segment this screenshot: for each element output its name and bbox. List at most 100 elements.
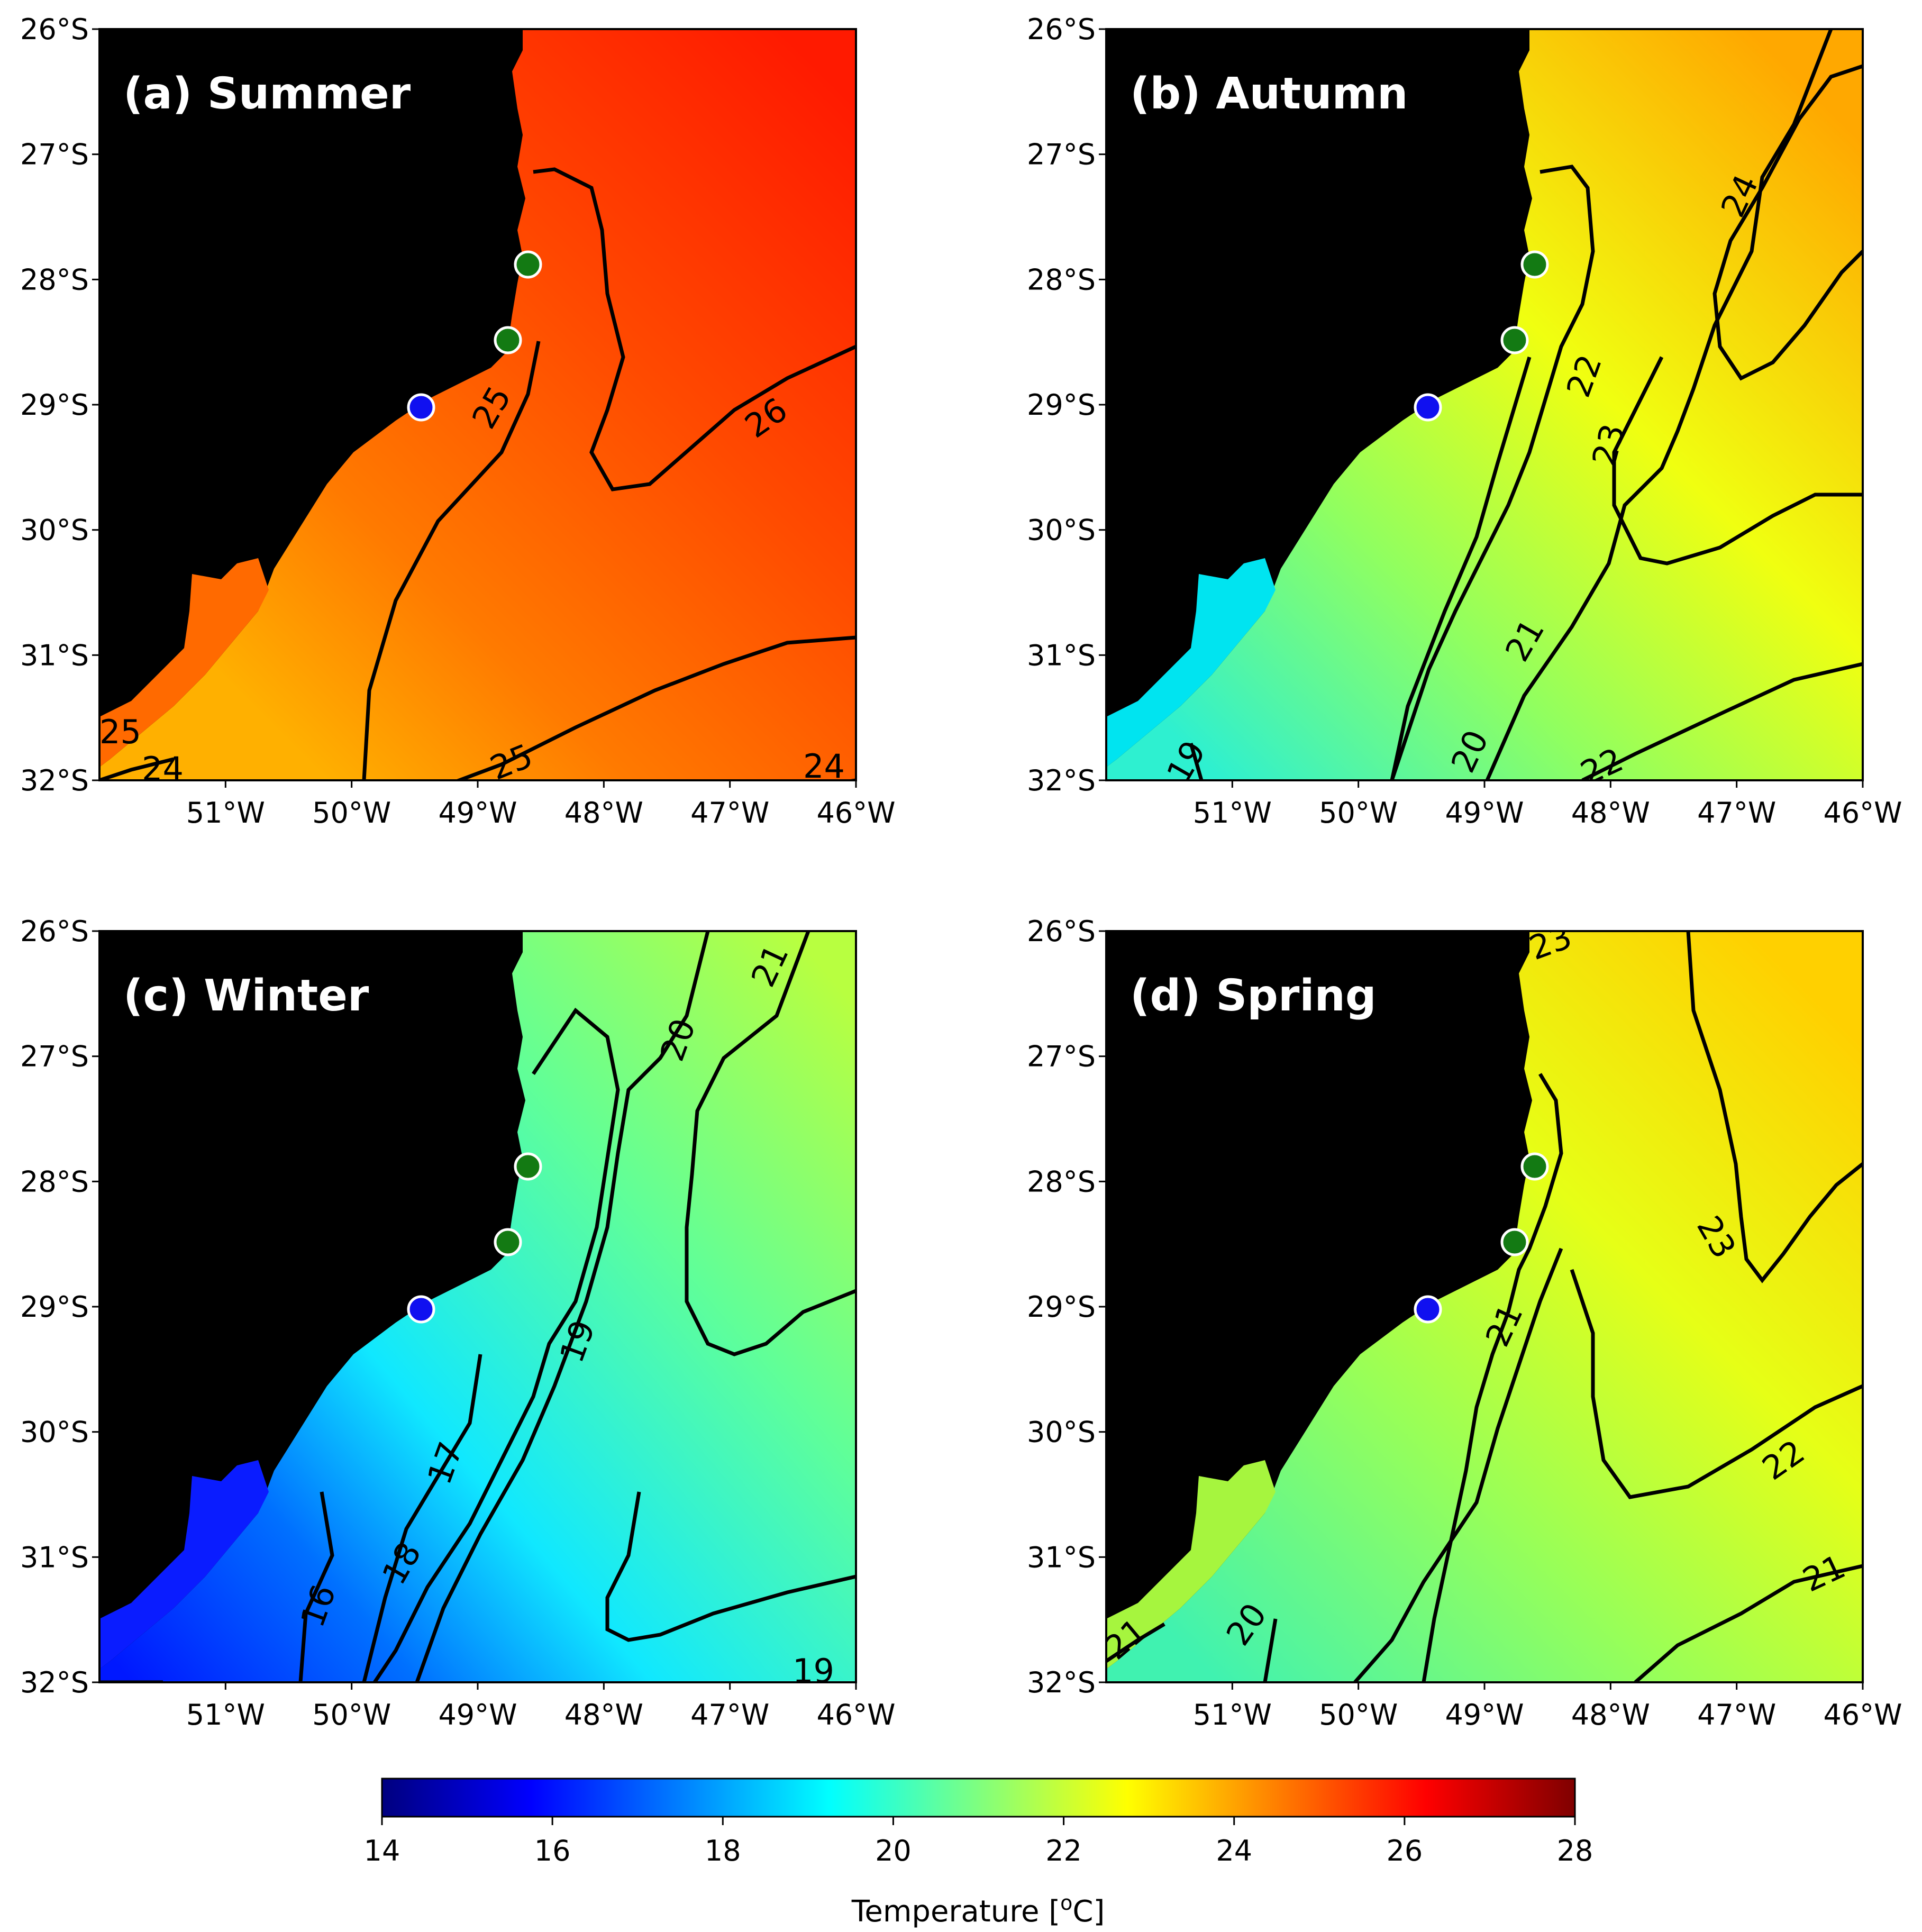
lon-tick-label: 46°W: [816, 1698, 895, 1731]
lon-tick-label: 50°W: [312, 1698, 391, 1731]
green-station-marker: [1520, 1152, 1549, 1181]
lat-tick-label: 30°S: [20, 1416, 89, 1449]
panel-spring: 23 23 21 22 21 20 21 (d) Spring: [1105, 930, 1864, 1683]
lat-tick-label: 29°S: [1027, 1290, 1096, 1324]
panel-title: (b) Autumn: [1130, 69, 1408, 119]
lon-tick-label: 51°W: [1193, 1698, 1272, 1731]
lon-tick-label: 49°W: [1445, 796, 1524, 830]
lon-tick-label: 50°W: [1319, 1698, 1398, 1731]
contours: [99, 931, 856, 1682]
lat-tick-label: 28°S: [20, 263, 89, 296]
panel-winter: 20 21 19 17 18 16 19 (c) Winter: [98, 930, 857, 1690]
lon-tick-label: 48°W: [1571, 1698, 1650, 1731]
lat-tick-label: 27°S: [20, 138, 89, 171]
lat-tick-label: 31°S: [1027, 639, 1096, 672]
lat-tick-label: 28°S: [20, 1165, 89, 1198]
blue-station-marker: [1414, 1295, 1442, 1324]
contours: [99, 167, 856, 780]
lagoon: [1106, 558, 1276, 767]
lon-tick-label: 48°W: [564, 796, 643, 830]
green-station-marker: [1500, 1228, 1529, 1256]
lat-tick-label: 32°S: [20, 764, 89, 797]
lat-tick-label: 31°S: [20, 1541, 89, 1574]
lat-tick-label: 28°S: [1027, 1165, 1096, 1198]
green-station-marker: [1500, 326, 1529, 354]
colorbar-tick-label: 28: [1557, 1834, 1593, 1867]
green-station-marker: [494, 326, 522, 354]
colorbar-tick-label: 22: [1045, 1834, 1082, 1867]
lon-tick-label: 51°W: [1193, 796, 1272, 830]
lon-tick-label: 49°W: [438, 1698, 517, 1731]
lat-tick-label: 29°S: [20, 1290, 89, 1324]
colorbar-tick-label: 24: [1216, 1834, 1252, 1867]
lat-tick-label: 27°S: [20, 1040, 89, 1073]
lat-tick-label: 31°S: [20, 639, 89, 672]
colorbar: 14 16 18 20 22 24 26 28 Temperature [oC]: [364, 1778, 1593, 1929]
lat-tick-label: 28°S: [1027, 263, 1096, 296]
lon-tick-label: 50°W: [312, 796, 391, 830]
colorbar-gradient: [381, 1778, 1576, 1818]
colorbar-tick-label: 16: [534, 1834, 571, 1867]
lat-tick-label: 30°S: [1027, 514, 1096, 547]
lat-tick-label: 30°S: [1027, 1416, 1096, 1449]
contours: [1189, 29, 1863, 780]
green-station-marker: [514, 250, 542, 279]
panel-summer: 26 25 25 24 24 25 (a) Summer: [98, 28, 857, 788]
contours: [1106, 931, 1863, 1682]
panel-title: (c) Winter: [123, 971, 369, 1021]
green-station-marker: [514, 1152, 542, 1181]
svg-text:25: 25: [99, 713, 141, 751]
colorbar-tick-label: 26: [1386, 1834, 1423, 1867]
lagoon: [99, 1460, 269, 1669]
lon-tick-label: 47°W: [1697, 796, 1776, 830]
station-markers: [407, 250, 542, 422]
green-station-marker: [1520, 250, 1549, 279]
panel-autumn: 24 22 23 21 20 19 22 (b) Autumn: [1105, 28, 1864, 781]
blue-station-marker: [1414, 393, 1442, 422]
svg-text:19: 19: [793, 1652, 834, 1690]
colorbar-tick-label: 14: [364, 1834, 400, 1867]
colorbar-tick-label: 20: [875, 1834, 912, 1867]
panel-title: (d) Spring: [1130, 971, 1377, 1021]
lon-tick-label: 51°W: [186, 796, 265, 830]
axis-ticks: 26°S 27°S 28°S 29°S 30°S 31°S 32°S 51°W 50°W 49°W…: [20, 13, 1902, 1731]
svg-text:24: 24: [142, 750, 184, 788]
blue-station-marker: [407, 1295, 435, 1324]
station-markers: [1414, 250, 1549, 422]
lat-tick-label: 26°S: [20, 13, 89, 46]
blue-station-marker: [407, 393, 435, 422]
lat-tick-label: 31°S: [1027, 1541, 1096, 1574]
lagoon: [99, 558, 269, 767]
lat-tick-label: 32°S: [20, 1666, 89, 1699]
colorbar-tick-label: 18: [705, 1834, 741, 1867]
lon-tick-label: 47°W: [690, 796, 769, 830]
lon-tick-label: 46°W: [816, 796, 895, 830]
colorbar-ticks: 14 16 18 20 22 24 26 28: [364, 1817, 1593, 1867]
lat-tick-label: 32°S: [1027, 1666, 1096, 1699]
lat-tick-label: 29°S: [1027, 388, 1096, 422]
lat-tick-label: 29°S: [20, 388, 89, 422]
lon-tick-label: 46°W: [1823, 796, 1902, 830]
lat-tick-label: 26°S: [1027, 13, 1096, 46]
panel-title: (a) Summer: [123, 69, 411, 119]
green-station-marker: [494, 1228, 522, 1256]
lat-tick-label: 26°S: [20, 915, 89, 948]
station-markers: [407, 1152, 542, 1324]
lon-tick-label: 48°W: [564, 1698, 643, 1731]
lon-tick-label: 47°W: [690, 1698, 769, 1731]
svg-text:24: 24: [803, 747, 845, 786]
colorbar-label: Temperature [oC]: [851, 1891, 1105, 1929]
station-markers: [1414, 1152, 1549, 1324]
lon-tick-label: 50°W: [1319, 796, 1398, 830]
lat-tick-label: 30°S: [20, 514, 89, 547]
lat-tick-label: 32°S: [1027, 764, 1096, 797]
lat-tick-label: 27°S: [1027, 1040, 1096, 1073]
lon-tick-label: 51°W: [186, 1698, 265, 1731]
lon-tick-label: 47°W: [1697, 1698, 1776, 1731]
lat-tick-label: 27°S: [1027, 138, 1096, 171]
lon-tick-label: 48°W: [1571, 796, 1650, 830]
lon-tick-label: 49°W: [1445, 1698, 1524, 1731]
lon-tick-label: 49°W: [438, 796, 517, 830]
lon-tick-label: 46°W: [1823, 1698, 1902, 1731]
